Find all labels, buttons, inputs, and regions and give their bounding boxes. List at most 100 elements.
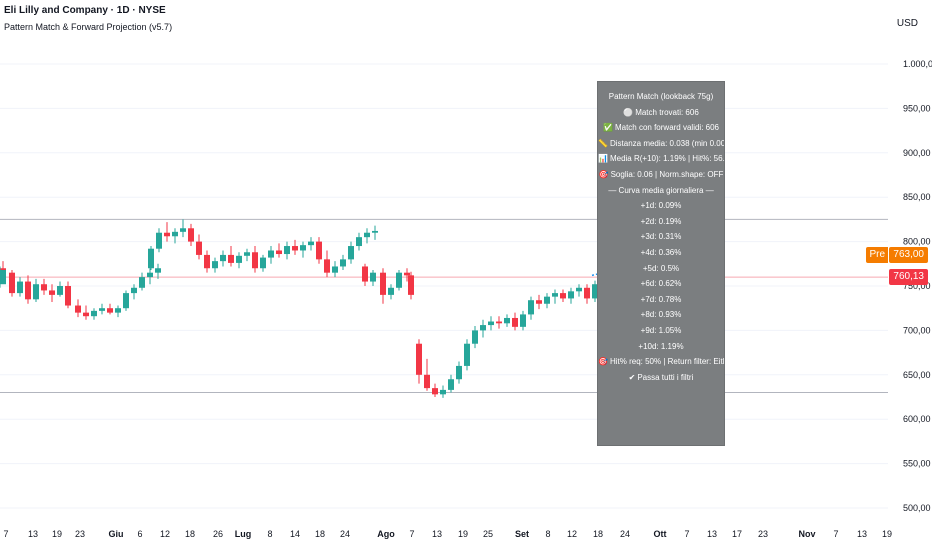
time-axis-label: 14 xyxy=(290,529,300,539)
time-axis-label: 7 xyxy=(833,529,838,539)
info-line-text: Soglia: 0.06 | Norm.shape: OFF xyxy=(610,169,724,179)
candle-body xyxy=(576,287,582,292)
candle-body xyxy=(268,250,274,258)
premarket-price-tag: Pre 763,00 xyxy=(866,247,928,263)
candle-body xyxy=(456,365,462,380)
candle-body xyxy=(236,255,242,263)
candle-body xyxy=(316,241,322,260)
candle-body xyxy=(512,317,518,327)
info-line: 🎯 Soglia: 0.06 | Norm.shape: OFF xyxy=(598,167,724,183)
info-line-text: Match trovati: 606 xyxy=(635,107,699,117)
time-axis-label: 8 xyxy=(267,529,272,539)
info-line-text: Pattern Match (lookback 75g) xyxy=(608,92,714,101)
time-axis-label: 23 xyxy=(758,529,768,539)
info-line: +10d: 1.19% xyxy=(598,339,724,355)
info-line-text: Hit% req: 50% | Return filter: Either ≥ … xyxy=(609,357,724,367)
price-axis-label: 500,00 xyxy=(903,503,931,513)
candle-body xyxy=(504,317,510,324)
candle-body xyxy=(147,272,153,278)
candle-body xyxy=(33,284,39,300)
candle-body xyxy=(552,293,558,297)
candle-body xyxy=(276,250,282,255)
pattern-match-info-box: Pattern Match (lookback 75g) ⚪ Match trova… xyxy=(597,81,725,446)
time-axis-label: 18 xyxy=(185,529,195,539)
info-line-icon: 🎯 xyxy=(598,169,609,179)
info-line: +8d: 0.93% xyxy=(598,307,724,323)
info-line: +1d: 0.09% xyxy=(598,198,724,214)
price-axis-label: 850,00 xyxy=(903,192,931,202)
info-line: +7d: 0.78% xyxy=(598,292,724,308)
info-line-icon: ✅ xyxy=(602,123,613,133)
candle-body xyxy=(123,293,129,309)
info-line-text: Media R(+10): 1.19% | Hit%: 56.1% xyxy=(609,154,724,164)
time-axis-label: 8 xyxy=(545,529,550,539)
candle-body xyxy=(57,286,63,295)
time-axis-label: 17 xyxy=(732,529,742,539)
info-line-text: +8d: 0.93% xyxy=(640,310,682,320)
candle-body xyxy=(75,305,81,313)
time-axis-label: 19 xyxy=(458,529,468,539)
currency-label[interactable]: USD xyxy=(896,18,918,29)
candle-body xyxy=(560,293,566,299)
candle-body xyxy=(9,272,15,294)
info-line: +3d: 0.31% xyxy=(598,229,724,245)
candle-body xyxy=(432,388,438,395)
candle-body xyxy=(520,314,526,327)
candle-body xyxy=(180,228,186,232)
candle-body xyxy=(388,287,394,295)
candle-body xyxy=(220,254,226,262)
candle-body xyxy=(164,232,170,237)
info-line: +2d: 0.19% xyxy=(598,214,724,230)
price-axis-label: 900,00 xyxy=(903,148,931,158)
info-line-text: +1d: 0.09% xyxy=(640,201,682,211)
candle-body xyxy=(380,272,386,295)
candle-body xyxy=(472,330,478,344)
info-line-text: — Curva media giornaliera — xyxy=(608,185,714,195)
time-axis-label: 7 xyxy=(684,529,689,539)
candle-body xyxy=(528,300,534,315)
time-axis-label: 12 xyxy=(160,529,170,539)
info-line: ✅ Match con forward validi: 606 xyxy=(598,120,724,136)
candle-body xyxy=(99,308,105,311)
candle-body xyxy=(362,266,368,282)
candle-body xyxy=(148,248,154,269)
info-line-text: Passa tutti i filtri xyxy=(637,372,694,382)
time-axis-label: 24 xyxy=(340,529,350,539)
info-line: ⚪ Match trovati: 606 xyxy=(598,105,724,121)
time-axis-label: 7 xyxy=(409,529,414,539)
info-line: Pattern Match (lookback 75g) xyxy=(598,89,724,105)
candle-body xyxy=(284,246,290,255)
time-axis-label: 23 xyxy=(75,529,85,539)
candle-body xyxy=(244,252,250,256)
time-axis-label: Giu xyxy=(109,529,124,539)
info-line: +6d: 0.62% xyxy=(598,276,724,292)
candle-body xyxy=(49,290,55,295)
candle-body xyxy=(204,254,210,269)
candle-body xyxy=(260,257,266,269)
candle-body xyxy=(372,230,378,233)
candle-body xyxy=(370,272,376,282)
indicator-title[interactable]: Pattern Match & Forward Projection (v5.7… xyxy=(4,22,173,32)
time-axis-label: 13 xyxy=(707,529,717,539)
time-axis-label: 24 xyxy=(620,529,630,539)
candle-body xyxy=(155,268,161,273)
candle-body xyxy=(65,286,71,306)
info-line: ✔ Passa tutti i filtri xyxy=(598,370,724,386)
last-price-tag: 760,13 xyxy=(889,269,928,285)
candle-body xyxy=(364,232,370,238)
time-axis-label: 18 xyxy=(315,529,325,539)
candle-body xyxy=(448,379,454,390)
time-axis-label: Lug xyxy=(235,529,252,539)
price-axis-label: 1.000,00 xyxy=(903,59,932,69)
time-axis-label: Ago xyxy=(377,529,395,539)
info-line-text: +4d: 0.36% xyxy=(640,247,682,257)
candle-body xyxy=(416,343,422,375)
candle-body xyxy=(91,310,97,317)
info-line-icon: 🎯 xyxy=(598,357,608,367)
time-axis-label: 6 xyxy=(137,529,142,539)
info-line: +9d: 1.05% xyxy=(598,323,724,339)
info-line-text: +5d: 0.5% xyxy=(642,263,680,273)
symbol-title[interactable]: Eli Lilly and Company · 1D · NYSE xyxy=(4,5,166,16)
info-line-icon: 📊 xyxy=(598,154,608,164)
